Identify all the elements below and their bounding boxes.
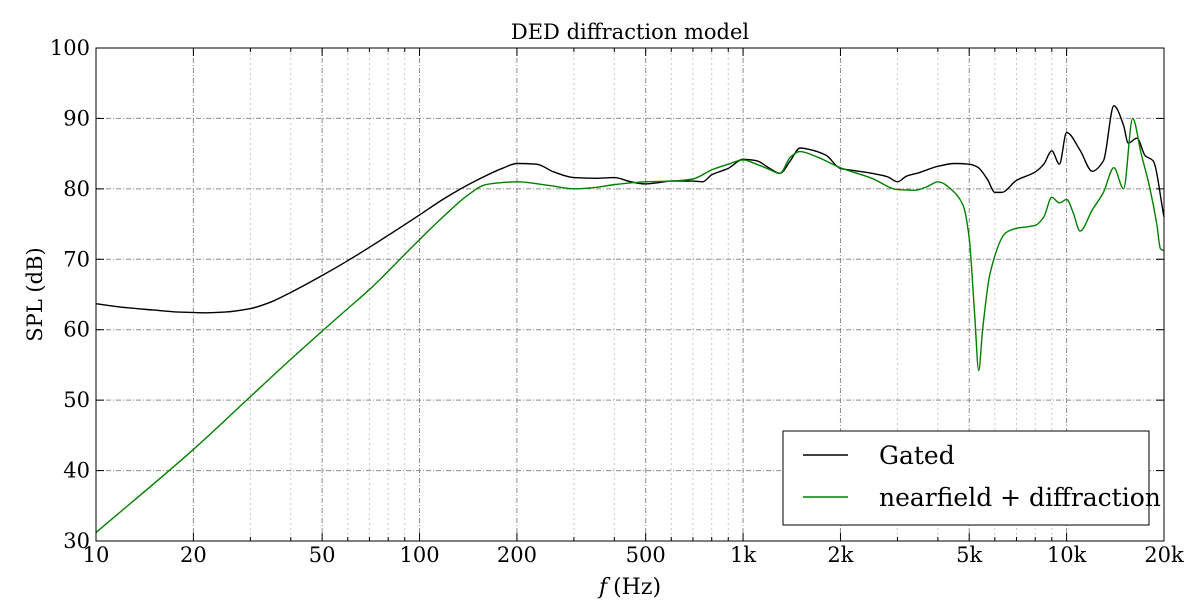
y-tick-label: 60 — [63, 318, 90, 342]
legend: Gated nearfield + diffraction — [782, 430, 1161, 526]
y-axis-label: SPL (dB) — [23, 247, 47, 341]
tick-labels: 10 20 50 100 200 500 1k 2k 5k 10k 20k 30 40 50 60 70 80 9… — [50, 36, 1184, 567]
x-tick-label: 20 — [180, 543, 207, 567]
chart-title: DED diffraction model — [511, 20, 750, 44]
legend-label-gated: Gated — [879, 441, 955, 470]
x-axis-label-unit: (Hz) — [613, 575, 661, 600]
x-tick-label: 10 — [83, 543, 110, 567]
y-tick-label: 70 — [63, 247, 90, 271]
y-tick-label: 90 — [63, 106, 90, 130]
x-tick-label: 500 — [626, 543, 666, 567]
legend-label-nearfield-diffraction: nearfield + diffraction — [879, 483, 1161, 512]
x-tick-label: 20k — [1144, 543, 1184, 567]
legend-box — [782, 430, 1150, 526]
x-tick-label: 200 — [497, 543, 537, 567]
x-tick-label: 50 — [309, 543, 336, 567]
series-lines — [95, 105, 1165, 534]
x-tick-label: 5k — [956, 543, 982, 567]
y-tick-label: 50 — [63, 388, 90, 412]
axis-ticks — [95, 47, 1165, 542]
x-axis-label: f (Hz) — [597, 575, 661, 600]
y-tick-label: 100 — [50, 36, 90, 60]
plot-frame — [95, 47, 1165, 542]
x-tick-label: 2k — [827, 543, 853, 567]
y-tick-label: 30 — [63, 529, 90, 553]
series-line-gated — [95, 105, 1165, 314]
x-tick-label: 100 — [399, 543, 439, 567]
y-tick-label: 80 — [63, 177, 90, 201]
y-tick-label: 40 — [63, 459, 90, 483]
x-tick-label: 1k — [730, 543, 756, 567]
x-tick-label: 10k — [1047, 543, 1087, 567]
series-line-nearfield-diffraction — [95, 117, 1165, 534]
